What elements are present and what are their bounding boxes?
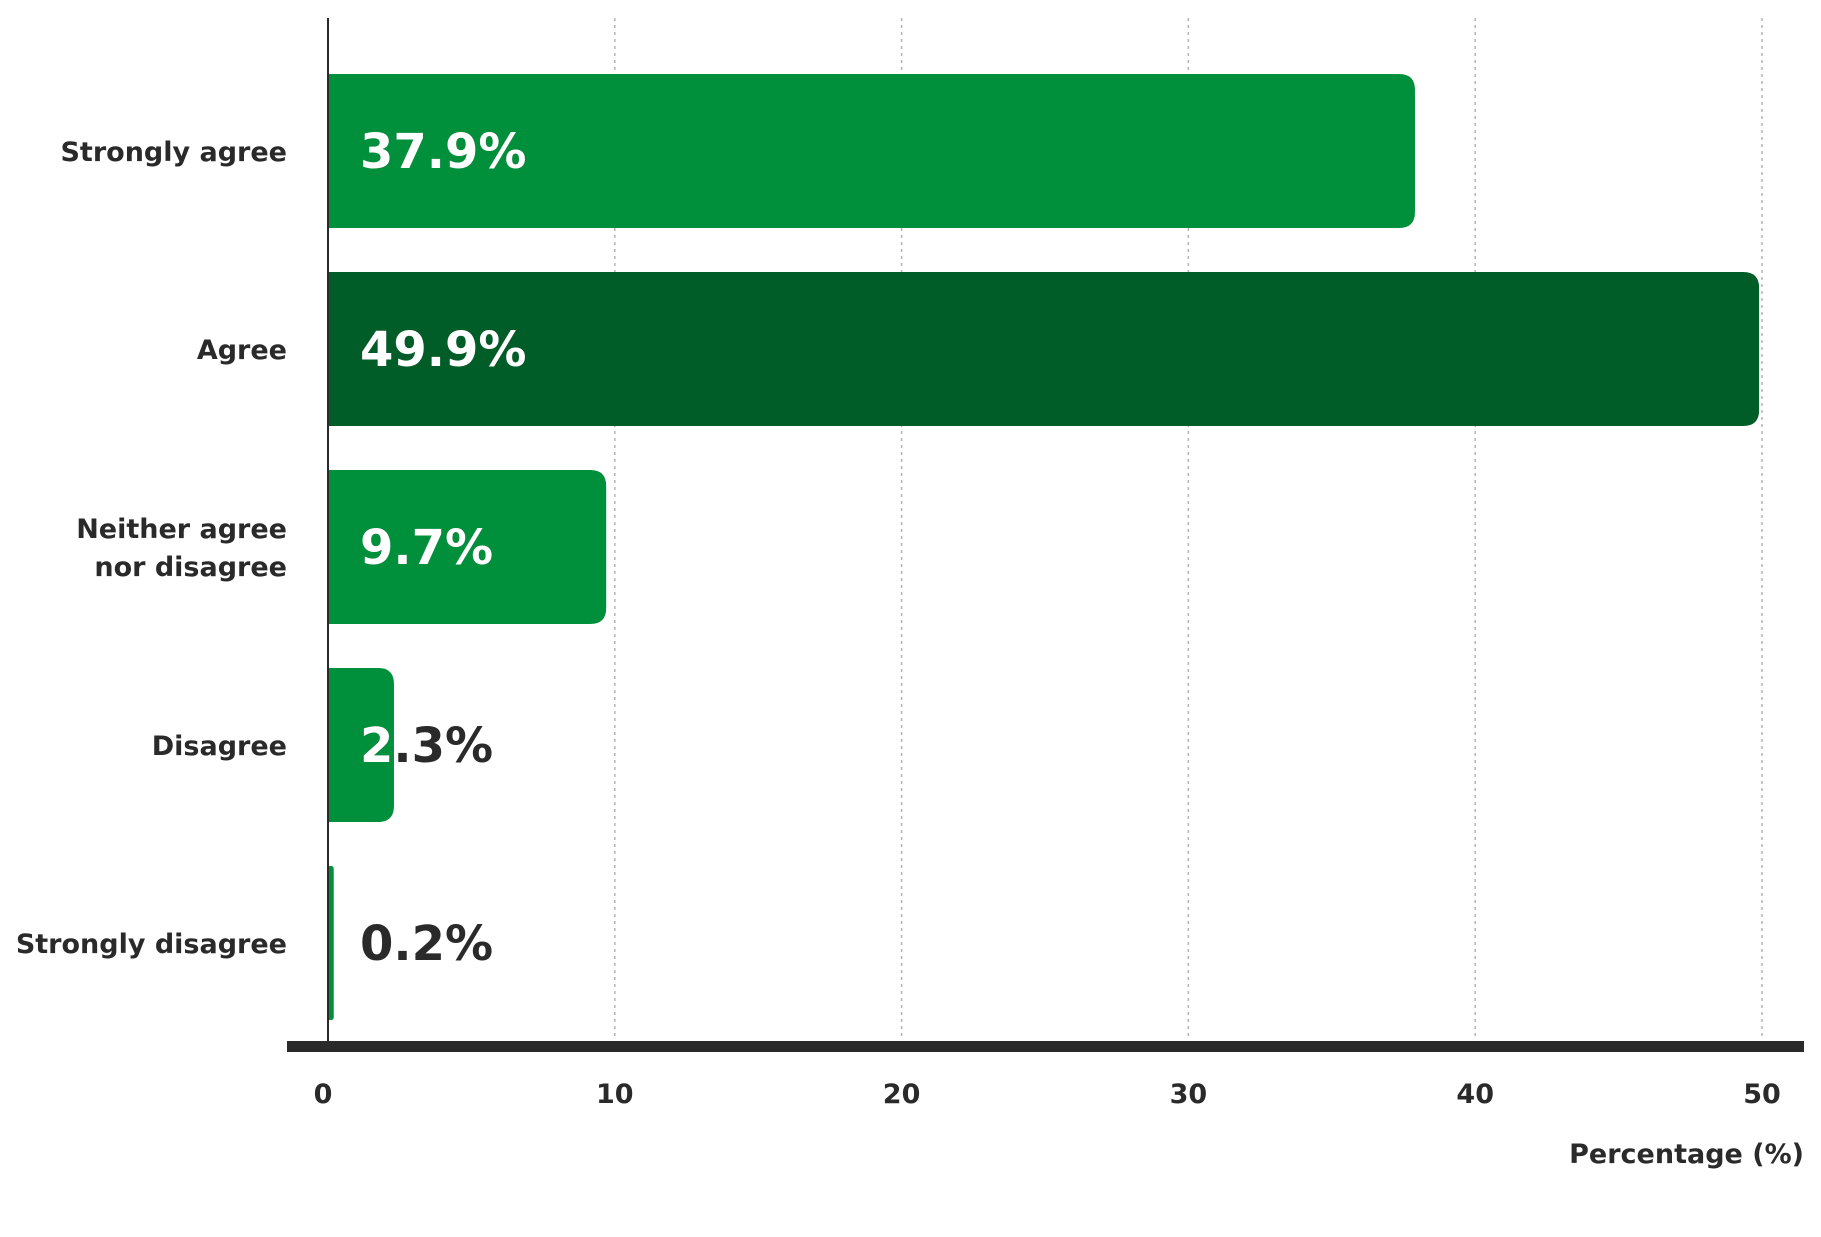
x-tick-label: 50 xyxy=(1743,1079,1781,1110)
category-label: Disagree xyxy=(152,731,287,762)
category-label: Agree xyxy=(197,335,287,366)
value-label-inside: 2.3% xyxy=(360,718,493,774)
value-label: 2.3% xyxy=(360,718,493,774)
x-tick-label: 0 xyxy=(314,1079,333,1110)
bars xyxy=(328,74,1760,1020)
x-axis-baseline xyxy=(287,1041,1804,1052)
category-label: Neither agree nor disagree xyxy=(76,514,287,583)
value-label: 0.2% xyxy=(360,916,493,972)
x-tick-label: 40 xyxy=(1456,1079,1494,1110)
value-label: 37.9% xyxy=(360,124,527,180)
category-label: Strongly agree xyxy=(60,137,287,168)
bar xyxy=(328,866,334,1020)
value-label-inside: 37.9% xyxy=(360,124,527,180)
x-tick-label: 20 xyxy=(883,1079,921,1110)
x-tick-label: 30 xyxy=(1170,1079,1208,1110)
bar xyxy=(328,668,394,822)
value-label-inside: 49.9% xyxy=(360,322,527,378)
value-label: 9.7% xyxy=(360,520,493,576)
bar xyxy=(328,272,1760,426)
bar xyxy=(328,74,1415,228)
category-label: Strongly disagree xyxy=(16,929,287,960)
x-axis-title: Percentage (%) xyxy=(1569,1139,1804,1170)
value-label: 49.9% xyxy=(360,322,527,378)
axes xyxy=(287,18,1804,1052)
value-label-inside: 9.7% xyxy=(360,520,493,576)
bar xyxy=(328,470,607,624)
x-tick-label: 10 xyxy=(596,1079,634,1110)
